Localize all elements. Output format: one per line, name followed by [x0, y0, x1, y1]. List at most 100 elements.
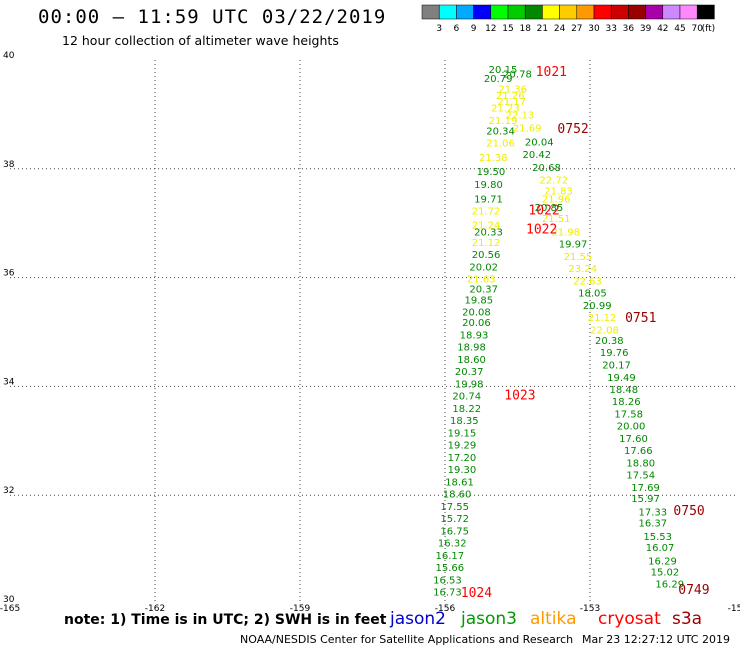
wave-height-point: 19.97	[559, 239, 588, 250]
legend-s3a: s3a	[672, 609, 703, 629]
time-label: 1021	[536, 65, 567, 80]
wave-height-point: 21.96	[542, 195, 571, 206]
wave-height-point: 18.05	[578, 288, 607, 299]
colorbar-swatch	[456, 4, 474, 20]
wave-height-point: 21.83	[544, 187, 573, 198]
time-label: 1023	[504, 389, 535, 404]
wave-height-point: 20.79	[484, 74, 513, 85]
wave-height-point: 21.36	[498, 84, 527, 95]
wave-height-point: 16.07	[646, 543, 675, 554]
wave-height-point: 15.02	[651, 567, 680, 578]
colorbar-swatch	[559, 4, 578, 20]
wave-height-point: 20.17	[602, 361, 631, 372]
wave-height-point: 21.24	[472, 220, 501, 231]
wave-height-point: 21.38	[479, 153, 508, 164]
colorbar-swatch	[662, 4, 681, 20]
legend-altika: altika	[530, 609, 577, 629]
wave-height-point: 18.80	[626, 459, 655, 470]
wave-height-point: 21.12	[472, 238, 501, 249]
wave-height-point: 20.15	[489, 65, 518, 76]
page-title: 00:00 – 11:59 UTC 03/22/2019	[38, 6, 387, 28]
wave-height-point: 15.53	[643, 532, 672, 543]
colorbar-label: 3	[436, 24, 442, 34]
footer-note: note: 1) Time is in UTC; 2) SWH is in fe…	[64, 612, 387, 628]
wave-height-point: 22.63	[573, 276, 602, 287]
wave-height-point: 20.06	[462, 318, 491, 329]
colorbar-label: 39	[640, 24, 652, 34]
colorbar-swatch	[679, 4, 698, 20]
wave-height-point: 16.53	[433, 576, 462, 587]
legend-cryosat: cryosat	[598, 609, 661, 629]
wave-height-point: 19.98	[455, 380, 484, 391]
wave-height-point: 17.60	[619, 434, 648, 445]
colorbar-label: 30	[588, 24, 600, 34]
wave-height-point: 20.68	[532, 163, 561, 174]
colorbar-swatch	[593, 4, 612, 20]
time-label: 1022	[528, 204, 559, 219]
colorbar-label: 27	[571, 24, 582, 34]
colorbar-swatch	[645, 4, 664, 20]
wave-height-point: 16.29	[655, 579, 684, 590]
wave-height-point: 17.66	[624, 446, 653, 457]
wave-height-point: 21.55	[564, 252, 593, 263]
colorbar-label: 12	[485, 24, 496, 34]
wave-height-point: 19.49	[607, 373, 636, 384]
colorbar-label: 36	[623, 24, 635, 34]
wave-height-point: 19.71	[474, 195, 503, 206]
wave-height-point: 21.51	[542, 214, 571, 225]
wave-height-point: 20.00	[617, 422, 646, 433]
wave-height-point: 20.37	[469, 284, 498, 295]
wave-height-point: 20.08	[462, 307, 491, 318]
colorbar-swatch	[696, 4, 715, 20]
wave-height-point: 16.37	[639, 518, 668, 529]
y-tick-label: 36	[3, 269, 15, 279]
colorbar-label: 6	[454, 24, 460, 34]
colorbar-swatch	[542, 4, 560, 20]
colorbar-swatch	[438, 4, 457, 20]
wave-height-point: 15.97	[631, 494, 660, 505]
wave-height-point: 19.29	[448, 441, 477, 452]
y-tick-label: 40	[3, 51, 15, 61]
time-label: 0749	[678, 583, 709, 598]
colorbar-swatch	[610, 4, 629, 20]
wave-height-point: 18.93	[460, 331, 489, 342]
colorbar-swatch	[507, 4, 526, 20]
wave-height-point: 18.61	[445, 478, 474, 489]
wave-height-point: 19.76	[600, 348, 629, 359]
time-label: 0751	[625, 311, 656, 326]
wave-height-point: 18.35	[450, 416, 479, 427]
y-tick-label: 30	[3, 595, 15, 605]
wave-height-point: 20.99	[583, 301, 612, 312]
wave-height-point: 21.72	[472, 207, 501, 218]
wave-height-point: 21.17	[497, 97, 526, 108]
wave-height-point: 21.98	[552, 227, 581, 238]
wave-height-point: 20.04	[525, 138, 554, 149]
time-label: 0750	[673, 504, 704, 519]
y-tick-label: 34	[3, 377, 15, 387]
wave-height-point: 22.72	[539, 176, 568, 187]
wave-height-point: 20.37	[455, 367, 484, 378]
colorbar-swatch	[490, 4, 509, 20]
wave-height-point: 16.17	[436, 551, 465, 562]
wave-height-point: 18.48	[610, 385, 639, 396]
wave-height-point: 21.69	[513, 123, 542, 134]
colorbar-swatch	[473, 4, 492, 20]
footer-credit: NOAA/NESDIS Center for Satellite Applica…	[240, 633, 574, 646]
colorbar-label: 33	[605, 24, 616, 34]
time-label: 1024	[461, 586, 492, 601]
wave-height-point: 16.32	[438, 539, 467, 550]
wave-height-point: 20.56	[472, 250, 501, 261]
wave-height-point: 21.12	[588, 313, 617, 324]
wave-height-point: 21.26	[496, 91, 525, 102]
wave-height-point: 21.06	[486, 139, 515, 150]
wave-height-point: 18.60	[443, 490, 472, 501]
wave-height-point: 16.75	[440, 527, 469, 538]
footer-timestamp: Mar 23 12:27:12 UTC 2019	[582, 633, 730, 646]
wave-height-point: 23.24	[568, 264, 597, 275]
wave-height-point: 17.33	[639, 508, 668, 519]
wave-height-point: 17.20	[448, 453, 477, 464]
y-tick-label: 32	[3, 486, 14, 496]
colorbar-label: 15	[502, 24, 513, 34]
legend-jason2: jason2	[390, 609, 446, 629]
